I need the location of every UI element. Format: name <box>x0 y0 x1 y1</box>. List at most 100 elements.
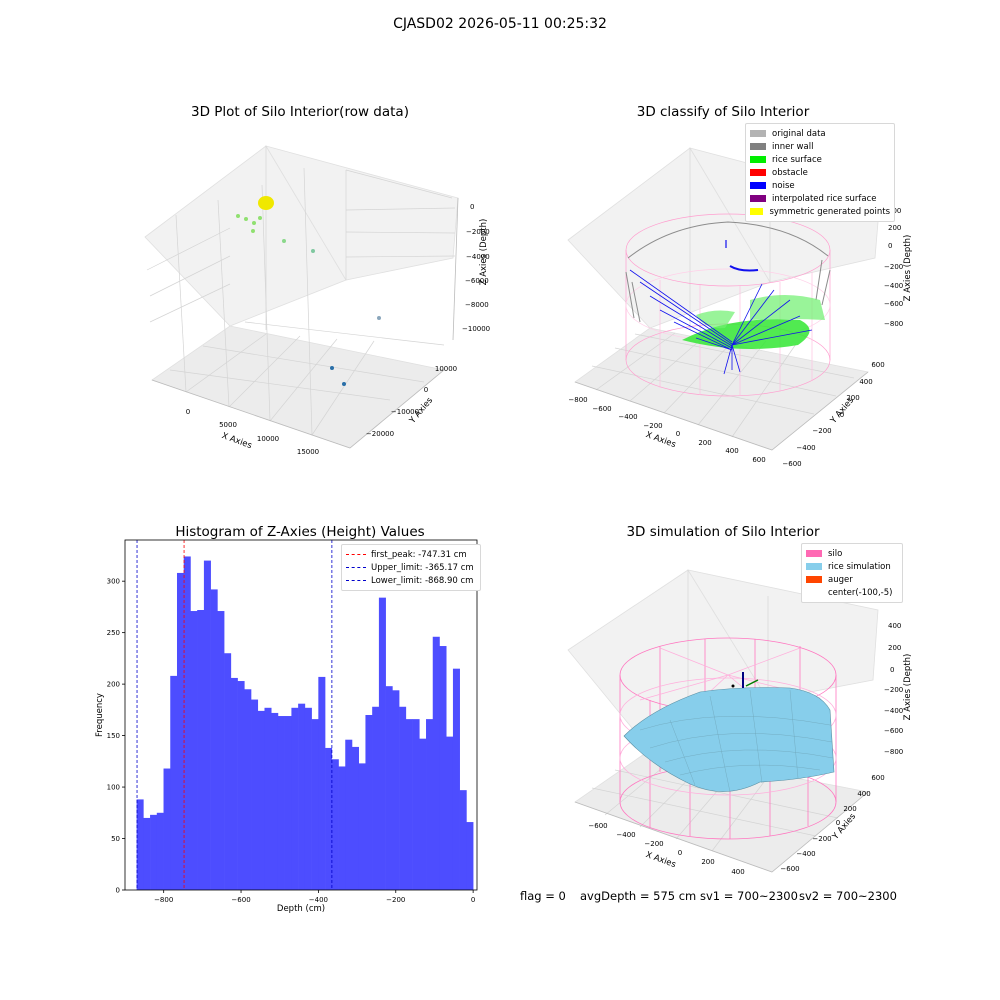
panel4-y-tick: −400 <box>796 850 815 858</box>
panel1-point <box>258 216 262 220</box>
histogram-bar <box>156 812 164 890</box>
histogram-x-tick-label: −400 <box>309 896 328 904</box>
histogram-bar <box>331 759 339 890</box>
panel1-z-tick: −8000 <box>465 301 489 309</box>
legend-line <box>346 554 366 555</box>
panel3-title: Histogram of Z-Axies (Height) Values <box>175 524 425 540</box>
histogram-bar <box>419 738 427 890</box>
histogram-bars <box>136 556 474 890</box>
panel4-3d-axes: −600 −400 −200 0 200 400 X Axies 600 400… <box>567 569 913 876</box>
panel1-point <box>377 316 381 320</box>
histogram-bar <box>197 610 205 890</box>
panel1-z-tick: 0 <box>470 203 474 211</box>
panel1-title: 3D Plot of Silo Interior(row data) <box>191 104 409 120</box>
histogram-x-label: Depth (cm) <box>277 904 325 914</box>
histogram-bar <box>318 676 326 890</box>
panel1-point <box>244 217 248 221</box>
panel4-z-tick: −600 <box>884 727 903 735</box>
legend-label: obstacle <box>772 167 808 178</box>
panel1-data-points <box>236 196 381 386</box>
legend-entry: symmetric generated points <box>750 205 890 218</box>
panel1-point <box>282 239 286 243</box>
panel4-legend: silo rice simulation auger center(-100,-… <box>801 543 903 603</box>
histogram-bar <box>311 719 319 890</box>
histogram-bar <box>345 739 353 890</box>
histogram-x-tick-label: −200 <box>386 896 405 904</box>
status-flag: flag = 0 <box>520 889 566 903</box>
legend-entry: Upper_limit: -365.17 cm <box>346 561 476 574</box>
legend-label: symmetric generated points <box>769 206 890 217</box>
histogram-frame <box>124 539 478 891</box>
panel4-axis-lines <box>574 791 869 873</box>
panel2-z-tick: −400 <box>884 282 903 290</box>
panel2-x-label: X Axies <box>644 430 677 450</box>
histogram-bar <box>183 556 191 890</box>
legend-label: first_peak: -747.31 cm <box>371 549 467 560</box>
panel1-y-tick: 10000 <box>435 365 457 373</box>
panel2-x-tick: −400 <box>618 413 637 421</box>
panel4-z-tick: −400 <box>884 707 903 715</box>
histogram-bar <box>277 716 285 890</box>
panel2-y-tick: 0 <box>840 411 844 419</box>
histogram-bar <box>271 712 279 890</box>
legend-label: auger <box>828 574 853 585</box>
histogram-bar <box>365 715 373 890</box>
legend-swatch <box>750 130 766 137</box>
histogram-bar <box>284 716 292 890</box>
legend-line <box>346 567 366 568</box>
panel2-x-tick: 600 <box>752 456 765 464</box>
histogram-bar <box>264 707 272 890</box>
panel2-z-label: Z Axies (Depth) <box>903 235 913 302</box>
panel4-x-tick: 200 <box>701 858 714 866</box>
panel4-x-label: X Axies <box>644 850 677 870</box>
panel1-z-tick: −4000 <box>466 253 490 261</box>
panel2-y-tick: 400 <box>859 378 872 386</box>
legend-swatch <box>806 589 822 596</box>
legend-entry: original data <box>750 127 890 140</box>
histogram-y-tick-label: 50 <box>111 835 120 843</box>
panel2-y-tick: −400 <box>796 444 815 452</box>
legend-swatch <box>750 169 766 176</box>
histogram-chart: −800 −600 −400 −200 0 0 50 100 150 200 250 300 Dep… <box>95 539 478 914</box>
histogram-reference-lines <box>136 540 333 890</box>
figure-title: CJASD02 2026-05-11 00:25:32 <box>393 16 607 32</box>
panel2-x-tick: −800 <box>568 396 587 404</box>
histogram-bar <box>405 719 413 890</box>
panel2-axis-lines <box>574 371 869 451</box>
panel2-x-tick: −200 <box>643 422 662 430</box>
histogram-bar <box>351 746 360 890</box>
legend-label: rice surface <box>772 154 822 165</box>
panel1-x-tick: 5000 <box>219 421 237 429</box>
panel2-3d-axes: −800 −600 −400 −200 0 200 400 600 X Axie… <box>567 147 913 468</box>
status-sv2: sv2 = 700~2300 <box>799 889 897 903</box>
legend-label: Upper_limit: -365.17 cm <box>371 562 474 573</box>
panel4-z-tick: −200 <box>884 686 903 694</box>
panel2-z-tick: −800 <box>884 320 903 328</box>
panel1-point <box>342 382 346 386</box>
legend-swatch <box>750 208 764 215</box>
histogram-y-ticks: 0 50 100 150 200 250 300 <box>107 578 125 895</box>
histogram-bar <box>426 719 434 890</box>
panel4-z-tick: 0 <box>890 666 894 674</box>
histogram-bar <box>210 589 218 890</box>
panel2-inner-wall <box>625 221 831 323</box>
histogram-bar <box>325 747 333 890</box>
histogram-y-tick-label: 100 <box>107 784 120 792</box>
legend-swatch <box>806 563 822 570</box>
histogram-bar <box>217 611 225 890</box>
panel1-z-tick: −2000 <box>466 228 490 236</box>
legend-entry: center(-100,-5) <box>806 586 898 599</box>
panel2-z-tick: −600 <box>884 300 903 308</box>
status-avg-depth: avgDepth = 575 cm <box>580 889 697 903</box>
panel4-z-label: Z Axies (Depth) <box>903 654 913 721</box>
histogram-bar <box>372 706 380 890</box>
histogram-bar <box>244 689 252 890</box>
histogram-y-tick-label: 300 <box>107 578 120 586</box>
histogram-bar <box>150 814 158 890</box>
histogram-bar <box>432 636 440 890</box>
panel2-y-tick: 600 <box>871 361 884 369</box>
histogram-bar <box>230 677 238 890</box>
panel4-y-tick: 400 <box>857 790 870 798</box>
panel1-point <box>236 214 240 218</box>
panel1-x-tick: 15000 <box>297 448 319 456</box>
